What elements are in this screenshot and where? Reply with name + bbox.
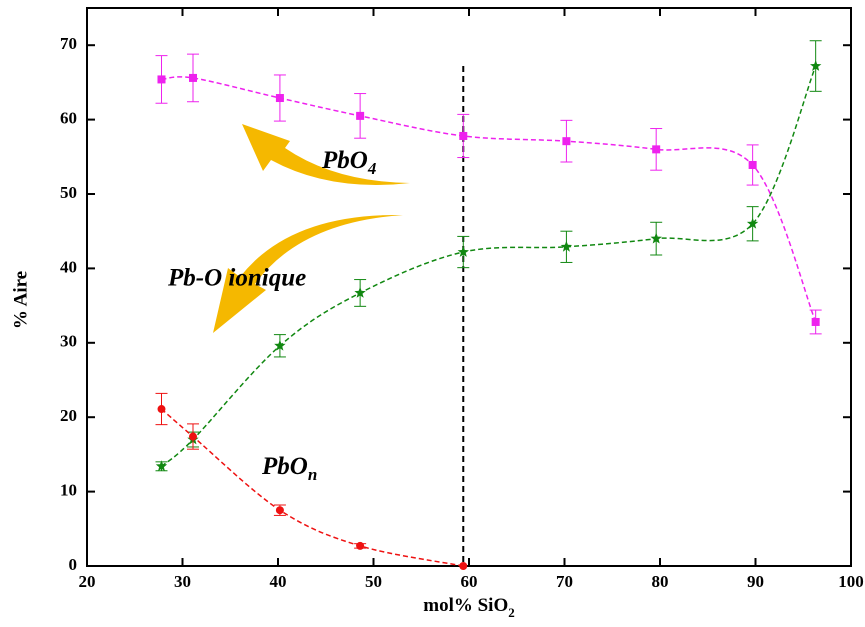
marker [746,217,759,229]
marker [560,240,573,252]
marker [356,111,365,120]
annotation: Pb-O ionique [167,265,306,292]
x-tick-label: 20 [79,572,96,591]
y-axis-label: % Aire [10,271,31,329]
x-tick-label: 60 [461,572,478,591]
x-tick-label: 50 [365,572,382,591]
x-tick-label: 100 [838,572,864,591]
x-tick-label: 40 [270,572,287,591]
y-tick-label: 60 [60,109,77,128]
marker [650,232,662,244]
marker [189,73,198,82]
annotation: PbOn [261,453,317,484]
marker [459,131,468,140]
y-tick-label: 40 [60,257,77,276]
fit-curve [161,65,817,467]
marker [275,506,284,515]
marker [274,339,286,351]
marker [354,287,366,298]
x-tick-label: 80 [652,572,669,591]
arrow [213,214,403,333]
arrow [242,124,410,185]
marker [157,405,166,414]
marker [275,94,284,103]
marker [459,562,468,570]
x-tick-label: 90 [747,572,764,591]
x-axis-label: mol% SiO2 [423,595,514,620]
fit-curve [160,408,464,567]
y-tick-label: 30 [60,332,77,351]
y-tick-label: 20 [60,406,77,425]
x-tick-label: 30 [174,572,191,591]
annotation: PbO4 [321,147,376,178]
y-tick-label: 10 [60,481,77,500]
marker [811,317,820,326]
marker [652,145,661,154]
marker [155,460,168,472]
y-tick-label: 0 [69,555,78,574]
marker [157,75,166,84]
y-tick-label: 70 [60,34,77,53]
marker [810,60,822,71]
marker [562,137,571,146]
marker [356,541,365,550]
marker [748,160,757,169]
y-tick-label: 50 [60,183,77,202]
marker [189,432,198,441]
x-tick-label: 70 [556,572,573,591]
marker [457,246,469,257]
